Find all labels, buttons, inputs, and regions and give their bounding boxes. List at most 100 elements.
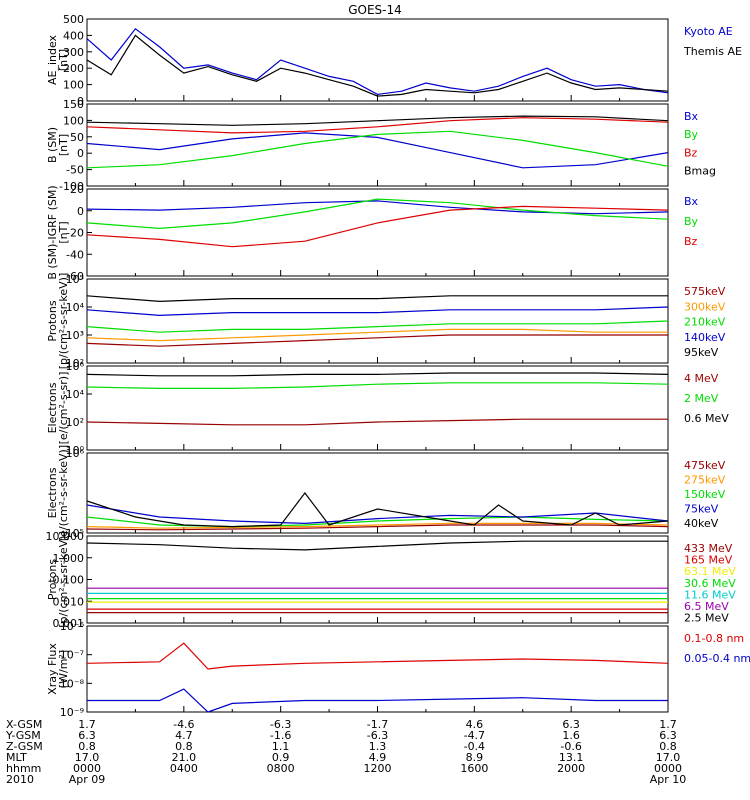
panel-8: 10⁻⁶ 10⁻⁷ 10⁻⁸ 10⁻⁹ Xray Flux[W/m²] 0.1-0.8 n… <box>46 620 750 719</box>
series-line-140kev <box>86 306 669 317</box>
legend-label: 140keV <box>684 331 726 344</box>
y-tick-label: 300 <box>63 46 84 59</box>
legend-label: 63.1 MeV <box>684 565 736 578</box>
legend-label: 0.05-0.4 nm <box>684 652 750 665</box>
figure-title: GOES-14 <box>348 3 402 17</box>
y-tick-label: 0 <box>77 95 84 108</box>
y-tick-label: 0.100 <box>53 574 85 587</box>
series-line-by <box>86 198 669 230</box>
series-line-4-mev <box>86 418 668 426</box>
time-row-value: 2000 <box>557 762 585 775</box>
time-row-value: 4.7 <box>175 729 193 742</box>
y-tick-label: -20 <box>66 227 84 240</box>
y-tick-label: 200 <box>63 62 84 75</box>
legend-label: 150keV <box>684 488 726 501</box>
time-row-value: 6.3 <box>659 729 677 742</box>
time-row-value: 4.9 <box>369 751 387 764</box>
y-tick-label: 500 <box>63 13 84 26</box>
legend-label: 475keV <box>684 459 726 472</box>
series-line-by <box>86 130 669 169</box>
y-tick-label: 10⁻⁹ <box>60 706 84 719</box>
time-row-label: MLT <box>6 751 27 764</box>
time-row-value: 1.1 <box>272 740 290 753</box>
time-row-value: 0400 <box>170 762 198 775</box>
y-axis-label: Protons[p/(cm²-s-sr-keV)] <box>46 531 70 628</box>
time-row-value: 1.6 <box>562 729 580 742</box>
time-row-value: 1.3 <box>369 740 387 753</box>
time-row-value: -6.3 <box>270 718 291 731</box>
series-line-bmag <box>86 115 669 126</box>
y-tick-label: 10.000 <box>46 530 85 543</box>
legend-label: 95keV <box>684 346 719 359</box>
y-tick-label: 100 <box>63 79 84 92</box>
series-line-300kev <box>86 328 668 342</box>
time-row-value: 0.9 <box>272 751 290 764</box>
y-axis-label: AE_index[nT] <box>46 34 70 85</box>
time-row-value: 21.0 <box>172 751 197 764</box>
time-row-value: 1200 <box>364 762 392 775</box>
series-line-0-1-0-8-nm <box>86 642 669 670</box>
time-row-value: -0.4 <box>464 740 485 753</box>
time-row-value: 0.8 <box>659 740 677 753</box>
time-row-value: -1.6 <box>270 729 291 742</box>
legend-label: 6.5 MeV <box>684 600 729 613</box>
legend-label: 165 MeV <box>684 554 733 567</box>
legend-label: 2 MeV <box>684 392 719 405</box>
y-tick-label: 10³ <box>66 329 84 342</box>
y-tick-label: 50 <box>70 131 84 144</box>
y-tick-label: 10⁵ <box>66 273 84 286</box>
time-row-label: 2010 <box>6 773 34 786</box>
time-row-label: X-GSM <box>6 718 42 731</box>
series-line-95kev <box>86 295 668 303</box>
y-axis-label: B (SM)[nT] <box>46 127 70 163</box>
series-line-themis-ae <box>86 34 669 97</box>
time-row-value: -6.3 <box>367 729 388 742</box>
time-row-value: 0.8 <box>175 740 193 753</box>
series-line-bz <box>86 117 669 134</box>
time-row-value: -4.7 <box>464 729 485 742</box>
y-tick-label: 10⁴ <box>66 388 85 401</box>
panel-frame <box>86 625 669 713</box>
time-row-value: 0800 <box>267 762 295 775</box>
legend-label: Bx <box>684 110 699 123</box>
panel-2: 150 100 50 0 -50 -100 B (SM)[nT] Bx By Bz Bmag <box>46 98 716 193</box>
y-tick-label: 10⁶ <box>66 360 85 373</box>
y-tick-label: 10⁶ <box>66 447 85 460</box>
y-tick-label: 10² <box>66 416 84 429</box>
time-row-value: 1600 <box>460 762 488 775</box>
y-tick-label: -40 <box>66 248 84 261</box>
time-row-label: Y-GSM <box>5 729 41 742</box>
time-row-value: 4.6 <box>466 718 484 731</box>
y-tick-label: 400 <box>63 29 84 42</box>
y-tick-label: 10⁻⁷ <box>60 649 84 662</box>
panel-3: 20 0 -20 -40 -60B (SM)-IGRF (SM)[nT] Bx By Bz <box>46 183 699 283</box>
time-row-value: 8.9 <box>466 751 484 764</box>
series-line-0-05-0-4-nm <box>87 688 668 713</box>
y-axis-label: Electrons[e/(cm²-s-sr)] <box>46 372 70 445</box>
y-axis-label: Protons[p/(cm²-s-sr-keV)] <box>46 273 70 370</box>
panel-frame <box>86 365 669 451</box>
panel-frame <box>86 535 669 624</box>
series-line-575kev <box>86 334 668 347</box>
legend-label: 40keV <box>684 517 719 530</box>
time-row-value: Apr 10 <box>650 773 687 786</box>
time-row-value: -4.6 <box>173 718 194 731</box>
time-row-value: 0000 <box>654 762 682 775</box>
y-tick-label: 1.000 <box>53 552 85 565</box>
legend-label: By <box>684 215 699 228</box>
time-row-value: 0000 <box>73 762 101 775</box>
y-tick-label: 0.001 <box>53 617 85 630</box>
y-axis-label: B (SM)-IGRF (SM)[nT] <box>46 185 70 279</box>
time-row-value: 1.7 <box>78 718 96 731</box>
time-axis-table: X-GSM 1.7 -4.6 -6.3 -1.7 4.6 6.3 1.7Y-GSM 6.3 4.7… <box>5 718 686 786</box>
legend-label: 4 MeV <box>684 372 719 385</box>
legend-label: Themis AE <box>683 45 742 58</box>
series-line-kyoto-ae <box>86 27 669 96</box>
time-row-value: 1.7 <box>659 718 677 731</box>
y-tick-label: 10² <box>66 357 84 370</box>
legend-label: Bx <box>684 195 699 208</box>
